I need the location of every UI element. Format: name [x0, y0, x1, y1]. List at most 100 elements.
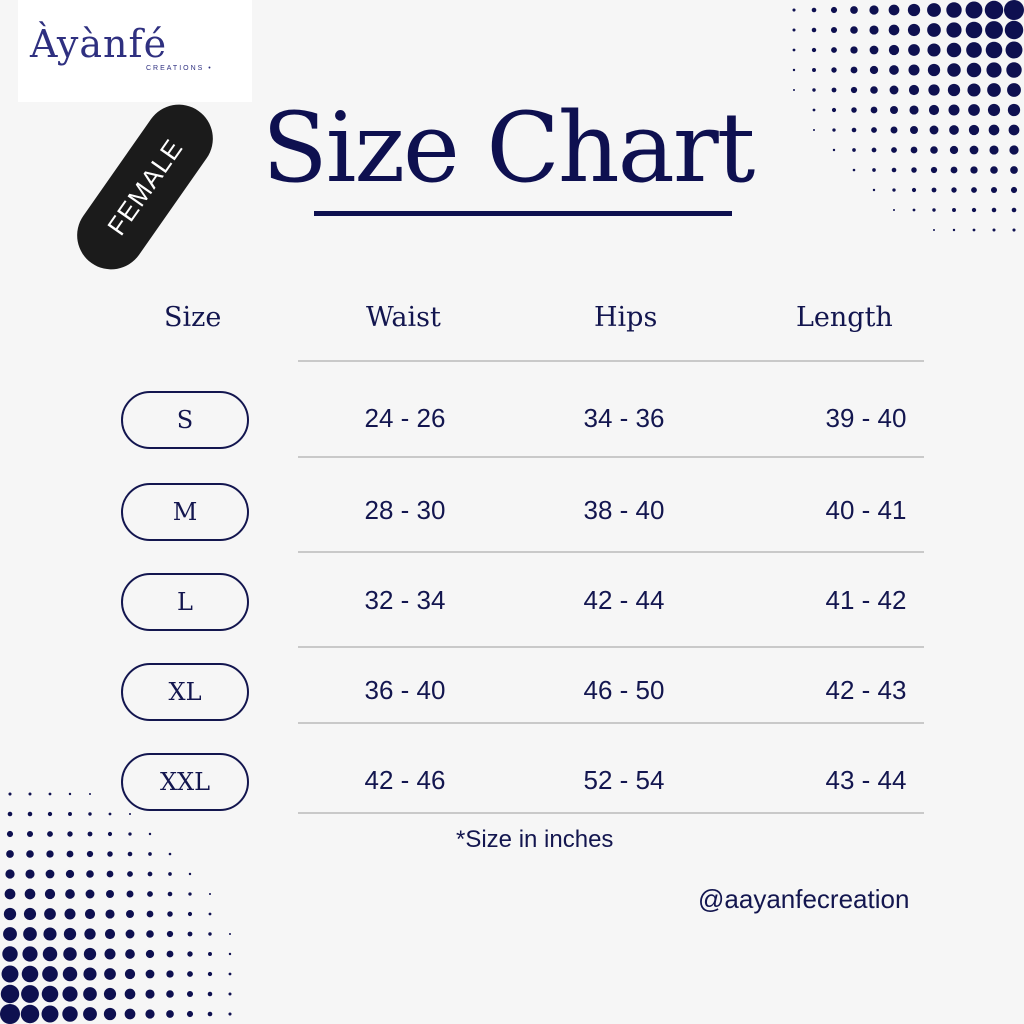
- halftone-dot: [187, 931, 193, 937]
- halftone-dot: [68, 812, 72, 816]
- cell-hips: 38 - 40: [583, 495, 665, 525]
- halftone-dot: [186, 1010, 194, 1018]
- halftone-dot: [126, 890, 134, 898]
- halftone-dot: [168, 872, 172, 876]
- halftone-dot: [830, 26, 838, 34]
- halftone-dot: [47, 831, 53, 837]
- halftone-dot: [1004, 20, 1024, 40]
- header-hips: Hips: [594, 302, 658, 333]
- halftone-dot: [62, 1006, 78, 1022]
- halftone-dot: [952, 208, 956, 212]
- halftone-dot: [1008, 124, 1020, 136]
- halftone-dot: [27, 811, 33, 817]
- halftone-dot: [104, 948, 116, 960]
- halftone-dot: [951, 187, 957, 193]
- halftone-dot: [41, 1005, 59, 1023]
- halftone-dot: [869, 45, 879, 55]
- halftone-dot: [989, 145, 999, 155]
- halftone-dot: [888, 4, 900, 16]
- halftone-dot: [985, 21, 1003, 39]
- halftone-dot: [986, 62, 1002, 78]
- halftone-dot: [949, 145, 959, 155]
- halftone-dot: [851, 107, 857, 113]
- halftone-dot: [792, 8, 796, 12]
- halftone-dot: [908, 44, 920, 56]
- halftone-dot: [65, 889, 75, 899]
- halftone-dot: [930, 146, 938, 154]
- logo: [18, 0, 252, 102]
- halftone-dot: [208, 952, 212, 956]
- halftone-dot: [907, 23, 921, 37]
- halftone-dot: [104, 928, 116, 940]
- halftone-dot: [946, 22, 962, 38]
- halftone-dot: [25, 869, 35, 879]
- halftone-dot: [43, 927, 57, 941]
- halftone-dot: [911, 187, 917, 193]
- halftone-dot: [166, 990, 174, 998]
- cell-hips: 46 - 50: [583, 675, 665, 705]
- halftone-dot: [991, 207, 997, 213]
- halftone-dot: [891, 147, 897, 153]
- halftone-dot: [208, 892, 212, 896]
- halftone-dot: [128, 812, 132, 816]
- halftone-dot: [6, 830, 14, 838]
- halftone-dot: [852, 168, 856, 172]
- halftone-dot: [990, 186, 998, 194]
- halftone-dot: [930, 166, 938, 174]
- halftone-dot: [850, 86, 858, 94]
- halftone-dot: [83, 987, 97, 1001]
- halftone-dot: [890, 106, 898, 114]
- halftone-dot: [812, 128, 816, 132]
- halftone-dot: [0, 1004, 20, 1024]
- cell-length: 41 - 42: [825, 585, 907, 615]
- size-pill: M: [121, 483, 249, 541]
- halftone-dot: [23, 907, 37, 921]
- halftone-dot: [42, 966, 58, 982]
- halftone-dot: [188, 872, 192, 876]
- halftone-dot: [87, 831, 93, 837]
- halftone-dot: [869, 25, 879, 35]
- halftone-dot: [850, 46, 858, 54]
- halftone-dot: [946, 2, 962, 18]
- title-underline: [314, 211, 732, 216]
- halftone-dot: [21, 985, 39, 1003]
- halftone-dot: [972, 228, 976, 232]
- halftone-dot: [5, 869, 15, 879]
- halftone-dot: [910, 146, 918, 154]
- halftone-dot: [128, 832, 132, 836]
- halftone-dot: [851, 127, 857, 133]
- halftone-dot: [928, 84, 940, 96]
- halftone-dot: [971, 207, 977, 213]
- header-size: Size: [164, 302, 222, 333]
- halftone-dot: [207, 971, 213, 977]
- halftone-dot: [147, 891, 153, 897]
- cell-waist: 42 - 46: [364, 765, 446, 795]
- halftone-dot: [927, 3, 941, 17]
- halftone-dot: [167, 891, 173, 897]
- halftone-dot: [26, 850, 34, 858]
- halftone-dot: [188, 892, 192, 896]
- halftone-dot: [907, 3, 921, 17]
- halftone-dot: [965, 21, 983, 39]
- halftone-dot: [145, 969, 155, 979]
- halftone-dot: [28, 792, 32, 796]
- size-pill: L: [121, 573, 249, 631]
- brand-subtitle: CREATIONS •: [146, 65, 213, 72]
- size-pill: S: [121, 391, 249, 449]
- halftone-dot: [208, 912, 212, 916]
- row-divider: [298, 722, 924, 724]
- halftone-dot: [7, 811, 13, 817]
- halftone-dot: [63, 927, 77, 941]
- halftone-dot: [811, 7, 817, 13]
- halftone-dot: [889, 65, 899, 75]
- halftone-dot: [832, 148, 836, 152]
- halftone-dot: [812, 108, 816, 112]
- halftone-dot: [125, 929, 135, 939]
- halftone-dot: [987, 83, 1001, 97]
- halftone-dot: [869, 5, 879, 15]
- row-divider: [298, 360, 924, 362]
- halftone-dot: [103, 1007, 117, 1021]
- halftone-dot: [812, 68, 816, 72]
- halftone-dot: [8, 792, 12, 796]
- halftone-dot: [850, 26, 858, 34]
